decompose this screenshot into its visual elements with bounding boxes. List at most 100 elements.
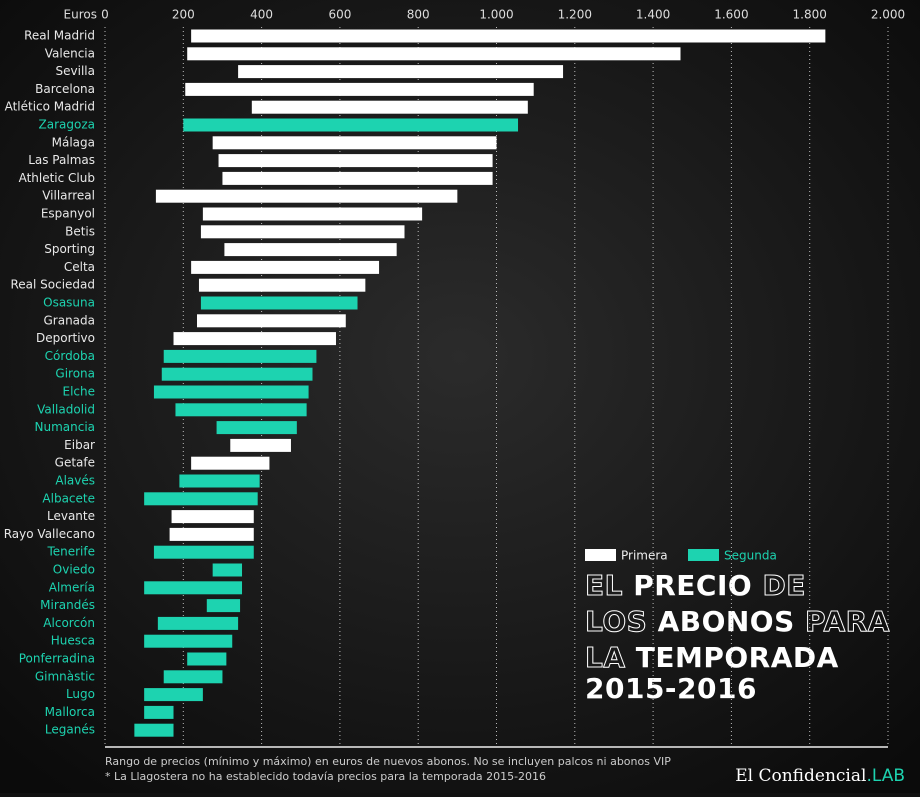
x-tick-label: 600 <box>328 8 351 22</box>
category-label: Real Madrid <box>24 29 95 43</box>
bar <box>157 616 239 630</box>
bar <box>144 705 174 719</box>
bar <box>222 171 493 185</box>
bar <box>212 136 497 150</box>
axis-label: Euros <box>64 8 97 22</box>
bar <box>134 723 174 737</box>
category-label: Levante <box>47 509 95 523</box>
x-tick-label: 400 <box>250 8 273 22</box>
title-line: 2015-2016 <box>585 672 757 705</box>
title-word: LA <box>585 641 626 674</box>
bar <box>175 403 307 417</box>
bar <box>144 634 233 648</box>
x-tick-label: 800 <box>407 8 430 22</box>
category-label: Málaga <box>52 135 95 149</box>
category-label: Deportivo <box>36 331 95 345</box>
bar <box>216 421 297 435</box>
category-label: Oviedo <box>53 563 95 577</box>
legend-swatch <box>585 549 616 561</box>
logo-suffix: .LAB <box>866 766 905 786</box>
bar <box>230 438 291 452</box>
category-label: Elche <box>62 385 95 399</box>
category-label: Valencia <box>45 46 95 60</box>
bar <box>153 385 309 399</box>
legend-swatch <box>688 549 719 561</box>
category-label: Huesca <box>51 634 95 648</box>
category-label: Alcorcón <box>43 616 95 630</box>
bar <box>155 189 458 203</box>
bar <box>179 474 260 488</box>
category-label: Celta <box>64 260 95 274</box>
chart-title: EL PRECIO DE LOS ABONOS PARA LA TEMPORAD… <box>585 569 890 706</box>
bar <box>144 492 258 506</box>
category-label: Athletic Club <box>19 171 95 185</box>
title-word: DE <box>762 569 805 602</box>
bar <box>218 154 493 168</box>
category-label: Leganés <box>45 723 95 737</box>
note: * La Llagostera no ha establecido todaví… <box>105 770 546 783</box>
title-word: PARA <box>805 605 890 638</box>
bar <box>171 510 254 524</box>
title-line: LOS ABONOS PARA <box>585 605 890 638</box>
category-label: Girona <box>55 367 95 381</box>
bar <box>185 82 534 96</box>
category-label: Real Sociedad <box>10 278 95 292</box>
bar <box>161 367 313 381</box>
logo: El Confidencial.LAB <box>735 766 905 787</box>
bar <box>144 688 203 702</box>
bar <box>200 296 358 310</box>
bar <box>153 545 254 559</box>
x-tick-label: 1.600 <box>714 8 748 22</box>
category-label: Betis <box>65 224 95 238</box>
bar <box>191 29 826 43</box>
category-label: Tenerife <box>46 545 95 559</box>
bar <box>200 225 405 239</box>
bar <box>144 581 243 595</box>
category-label: Mallorca <box>45 705 95 719</box>
bar <box>224 243 397 257</box>
note: Rango de precios (mínimo y máximo) en eu… <box>105 755 671 768</box>
category-label: Sevilla <box>56 64 95 78</box>
title-line: EL PRECIO DE <box>585 569 806 602</box>
x-tick-label: 200 <box>172 8 195 22</box>
category-label: Albacete <box>42 491 95 505</box>
bar <box>206 599 241 613</box>
title-line: LA TEMPORADA <box>585 641 839 674</box>
x-tick-label: 1.400 <box>636 8 670 22</box>
bar <box>163 670 223 684</box>
category-label: Eibar <box>64 438 95 452</box>
x-tick-label: 1.200 <box>558 8 592 22</box>
bar <box>173 332 336 346</box>
bar <box>191 260 380 274</box>
x-tick-label: 1.800 <box>793 8 827 22</box>
x-tick-label: 2.000 <box>871 8 905 22</box>
logo-text: El Confidencial <box>735 766 866 786</box>
title-word: PRECIO <box>633 569 752 602</box>
title-word: ABONOS <box>658 605 795 638</box>
bar <box>169 527 254 541</box>
category-label: Sporting <box>44 242 95 256</box>
bar <box>187 652 227 666</box>
category-label: Osasuna <box>43 296 95 310</box>
category-label: Getafe <box>55 456 95 470</box>
bar <box>183 118 519 132</box>
category-label: Gimnàstic <box>35 669 95 683</box>
bar <box>238 65 564 79</box>
category-label: Granada <box>43 313 95 327</box>
category-label: Valladolid <box>37 402 95 416</box>
category-label: Córdoba <box>45 349 95 363</box>
category-label: Espanyol <box>41 207 95 221</box>
category-label: Rayo Vallecano <box>4 527 95 541</box>
category-label: Almería <box>49 580 95 594</box>
bar <box>198 278 366 292</box>
category-label: Villarreal <box>42 189 95 203</box>
category-label: Barcelona <box>35 82 95 96</box>
bar <box>191 456 270 470</box>
x-tick-label: 0 <box>101 8 109 22</box>
category-label: Lugo <box>66 687 95 701</box>
bar <box>187 47 681 61</box>
bar <box>163 349 317 363</box>
x-tick-label: 1.000 <box>479 8 513 22</box>
title-word: TEMPORADA <box>636 641 839 674</box>
